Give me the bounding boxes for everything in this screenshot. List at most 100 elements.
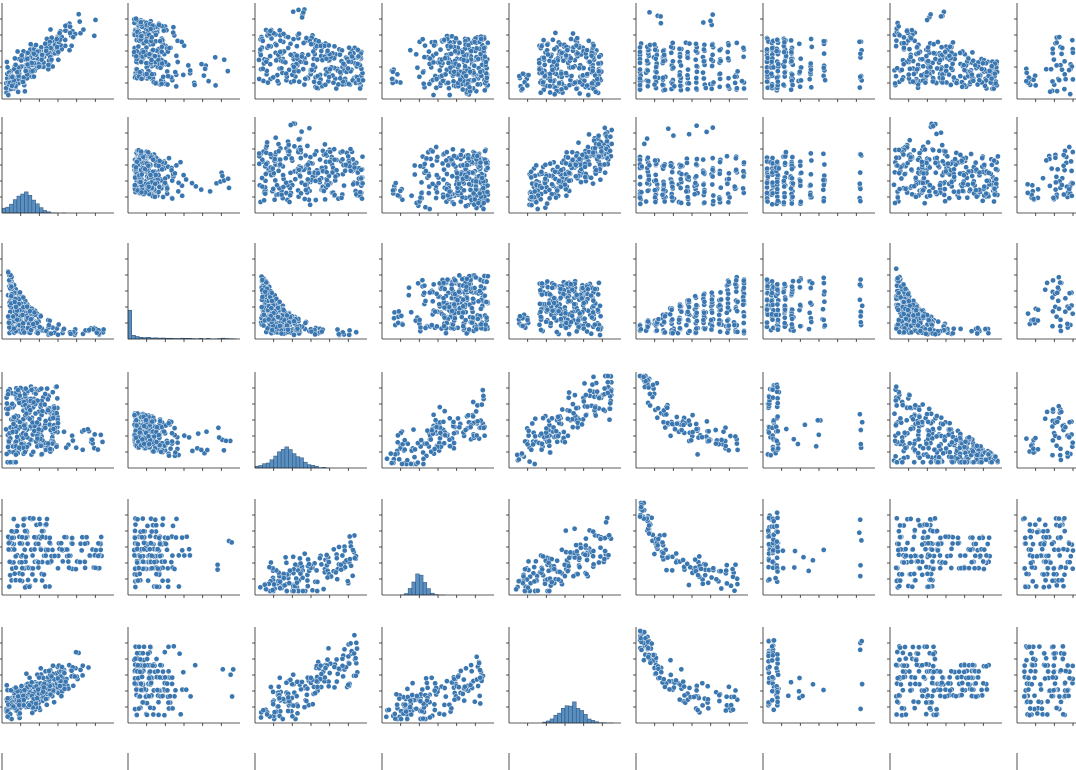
scatter-point xyxy=(541,62,548,68)
scatter-point xyxy=(1049,78,1056,85)
scatter-point xyxy=(433,195,439,201)
scatter-point xyxy=(346,44,352,51)
scatter-point xyxy=(922,146,928,153)
scatter-point xyxy=(483,59,489,65)
scatter-point xyxy=(781,39,788,46)
scatter-point xyxy=(788,86,794,93)
scatter-point xyxy=(421,54,428,60)
scatter-point xyxy=(608,141,615,147)
scatter-point xyxy=(820,198,827,204)
scatter-point xyxy=(926,164,933,171)
scatter-point xyxy=(768,70,775,77)
scatter-point xyxy=(473,326,480,333)
scatter-point xyxy=(693,161,700,168)
scatter-point xyxy=(536,321,543,328)
scatter-point xyxy=(143,60,150,66)
scatter-point xyxy=(433,76,440,82)
scatter-point xyxy=(452,277,458,284)
scatter-point xyxy=(484,39,491,46)
scatter-point xyxy=(14,48,21,55)
scatter-point xyxy=(920,187,927,194)
scatter-point xyxy=(259,183,266,190)
scatter-point xyxy=(1052,154,1059,161)
scatter-point xyxy=(446,188,453,195)
scatter-point xyxy=(912,175,919,181)
scatter-point xyxy=(651,81,658,88)
scatter-point xyxy=(29,68,36,75)
scatter-point xyxy=(963,164,969,171)
scatter-point xyxy=(960,180,966,187)
scatter-point xyxy=(563,52,570,59)
scatter-point xyxy=(1048,165,1055,172)
scatter-point xyxy=(659,191,666,198)
scatter-point xyxy=(652,74,658,81)
scatter-point xyxy=(741,85,747,92)
scatter-point xyxy=(893,73,899,80)
scatter-point xyxy=(950,39,956,46)
scatter-point xyxy=(405,292,412,299)
scatter-point xyxy=(212,82,219,89)
scatter-point xyxy=(433,50,440,57)
scatter-point xyxy=(1059,66,1065,73)
scatter-point xyxy=(152,172,159,178)
scatter-point xyxy=(359,180,366,187)
scatter-point xyxy=(684,194,691,201)
scatter-point xyxy=(140,48,147,55)
scatter-point xyxy=(709,42,715,49)
scatter-point xyxy=(156,22,162,28)
scatter-point xyxy=(717,70,723,77)
scatter-point xyxy=(1052,179,1059,186)
scatter-point xyxy=(1069,180,1076,187)
scatter-point xyxy=(952,156,958,162)
scatter-point xyxy=(272,134,279,141)
scatter-point xyxy=(433,172,440,178)
scatter-point xyxy=(452,315,458,322)
scatter-point xyxy=(322,81,329,88)
scatter-point xyxy=(395,308,402,315)
scatter-point xyxy=(430,59,437,66)
scatter-point xyxy=(5,92,12,98)
scatter-point xyxy=(164,185,171,192)
scatter-point xyxy=(460,57,467,63)
scatter-point xyxy=(538,184,545,191)
scatter-point xyxy=(322,151,329,158)
scatter-point xyxy=(782,160,788,166)
scatter-point xyxy=(958,157,965,164)
scatter-point xyxy=(219,173,226,179)
scatter-point xyxy=(390,68,396,75)
scatter-point xyxy=(566,331,572,337)
scatter-point xyxy=(891,181,897,188)
scatter-point xyxy=(285,326,291,333)
scatter-point xyxy=(918,72,925,79)
pair-cell-r2-c4 xyxy=(506,243,621,342)
scatter-point xyxy=(716,196,723,202)
scatter-point xyxy=(471,285,478,291)
scatter-point xyxy=(1070,49,1076,56)
scatter-point xyxy=(724,153,730,160)
scatter-point xyxy=(275,314,281,320)
scatter-point xyxy=(665,125,672,132)
scatter-point xyxy=(162,179,168,186)
scatter-point xyxy=(637,174,644,180)
scatter-point xyxy=(669,169,676,175)
scatter-point xyxy=(937,57,943,64)
scatter-point xyxy=(709,63,715,69)
scatter-point xyxy=(316,80,323,86)
scatter-point xyxy=(661,162,667,169)
scatter-point xyxy=(549,307,556,314)
scatter-point xyxy=(534,206,541,212)
scatter-point xyxy=(563,325,569,331)
scatter-point xyxy=(896,170,903,176)
scatter-point xyxy=(717,159,723,165)
scatter-point xyxy=(473,45,480,52)
scatter-point xyxy=(568,319,574,325)
scatter-point xyxy=(798,77,804,84)
scatter-point xyxy=(259,38,266,44)
scatter-point xyxy=(684,49,691,55)
scatter-point xyxy=(422,298,429,304)
scatter-point xyxy=(300,66,307,72)
scatter-point xyxy=(422,42,428,49)
scatter-point xyxy=(592,89,599,95)
scatter-point xyxy=(661,198,668,205)
scatter-point xyxy=(590,180,596,187)
